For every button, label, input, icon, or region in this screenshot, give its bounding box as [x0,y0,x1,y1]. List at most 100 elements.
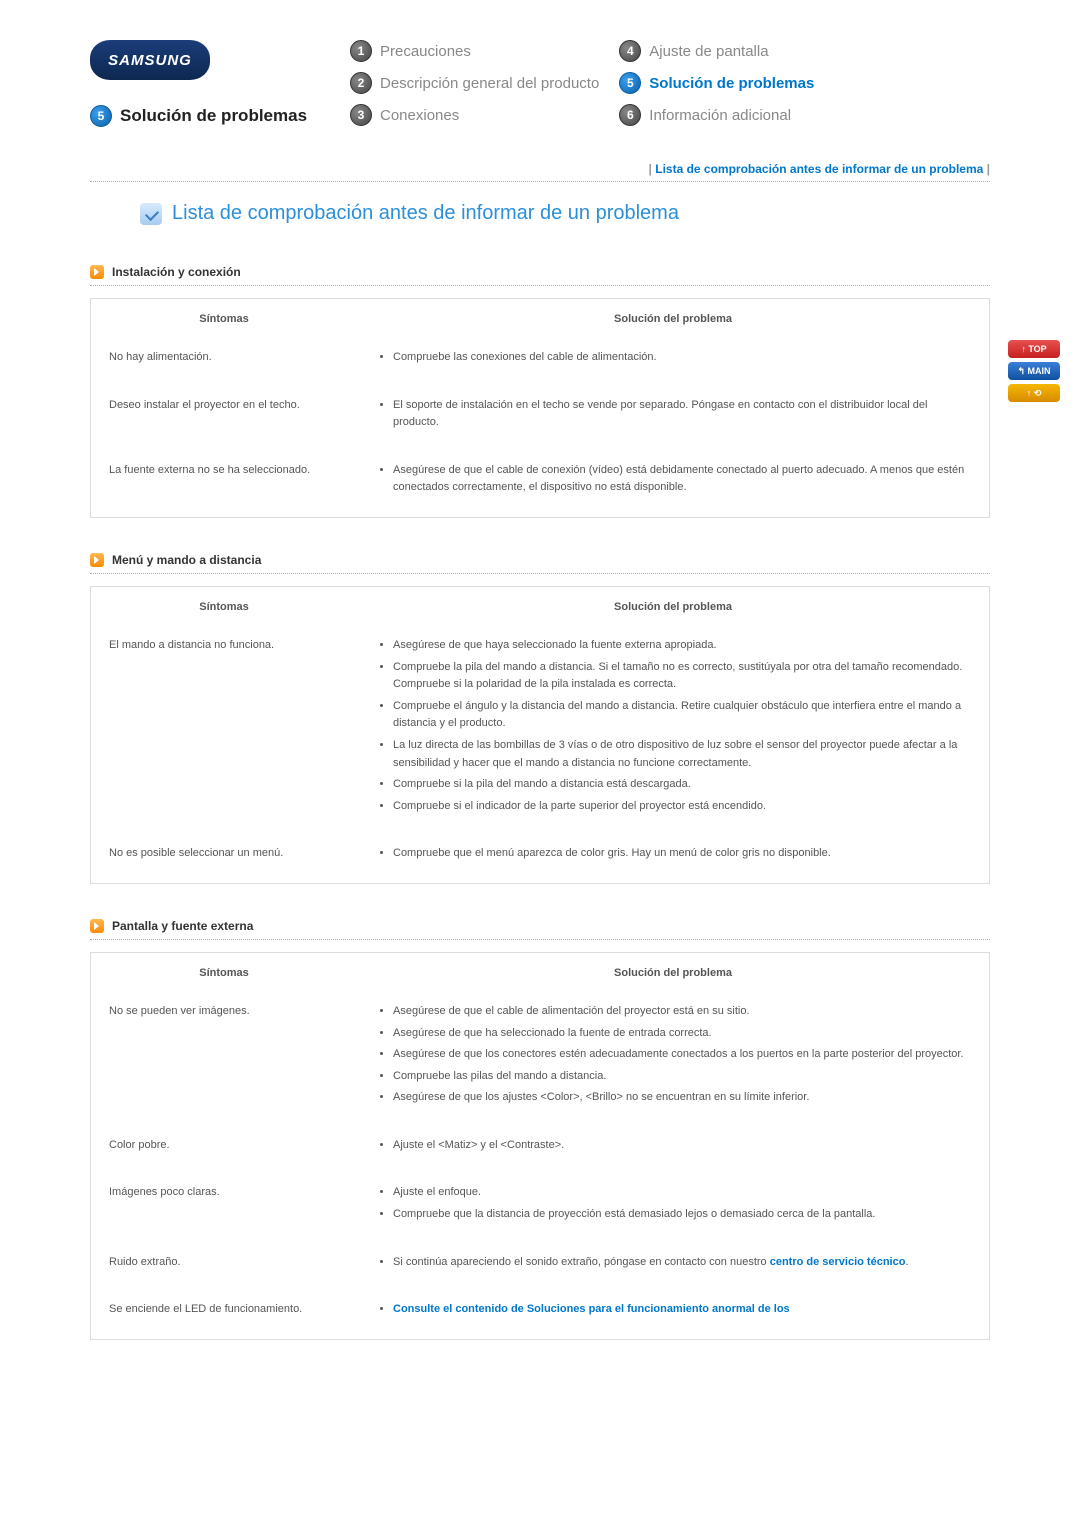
current-section-badge: 5 [90,105,112,127]
nav-badge: 6 [619,104,641,126]
table-row: Deseo instalar el proyector en el techo.… [91,387,990,452]
solution-cell: Compruebe las conexiones del cable de al… [357,339,990,387]
divider [90,181,990,182]
nav-label: Conexiones [380,107,459,124]
table-row: Ruido extraño. Si continúa apareciendo el… [91,1244,990,1292]
table-row: Color pobre. Ajuste el <Matiz> y el <Cont… [91,1127,990,1175]
solution-item: Asegúrese de que el cable de alimentació… [393,1003,971,1021]
solution-cell: Ajuste el <Matiz> y el <Contraste>. [357,1127,990,1175]
solution-item: Si continúa apareciendo el sonido extrañ… [393,1254,971,1272]
symptom-cell: Color pobre. [91,1127,358,1175]
symptom-cell: Deseo instalar el proyector en el techo. [91,387,358,452]
section-title: Menú y mando a distancia [112,553,261,567]
samsung-logo: SAMSUNG [90,40,210,80]
nav-item-4[interactable]: 4 Ajuste de pantalla [619,40,814,62]
nav-badge: 1 [350,40,372,62]
section-title: Instalación y conexión [112,265,241,279]
solution-item: Compruebe las conexiones del cable de al… [393,349,971,367]
nav-label: Precauciones [380,43,471,60]
solution-item: Compruebe si la pila del mando a distanc… [393,776,971,794]
col-solution: Solución del problema [357,952,990,993]
troubleshooting-table: SíntomasSolución del problemaNo hay alim… [90,298,990,518]
breadcrumb-link-row: | Lista de comprobación antes de informa… [90,162,990,176]
nav-item-5[interactable]: 5 Solución de problemas [619,72,814,94]
top-nav: 1 Precauciones 2Descripción general del pr… [350,40,990,126]
solution-cell: Si continúa apareciendo el sonido extrañ… [357,1244,990,1292]
solution-item: El soporte de instalación en el techo se… [393,397,971,432]
section-heading: Pantalla y fuente externa [90,919,990,933]
divider [90,939,990,940]
page-title: Lista de comprobación antes de informar … [172,202,679,225]
nav-badge: 5 [619,72,641,94]
table-row: No se pueden ver imágenes. Asegúrese de q… [91,993,990,1127]
checklist-icon [140,203,162,225]
solution-doc-link[interactable]: Consulte el contenido de Soluciones para… [393,1303,790,1315]
table-row: La fuente externa no se ha seleccionado.… [91,452,990,518]
solution-item: Asegúrese de que haya seleccionado la fu… [393,637,971,655]
table-row: No es posible seleccionar un menú. Compru… [91,835,990,883]
nav-item-3[interactable]: 3 Conexiones [350,104,599,126]
troubleshooting-table: SíntomasSolución del problemaEl mando a … [90,586,990,884]
solution-cell: El soporte de instalación en el techo se… [357,387,990,452]
page-title-row: Lista de comprobación antes de informar … [140,202,990,225]
checklist-anchor-link[interactable]: Lista de comprobación antes de informar … [655,162,983,176]
symptom-cell: No se pueden ver imágenes. [91,993,358,1127]
table-row: Se enciende el LED de funcionamiento. Con… [91,1291,990,1339]
divider [90,573,990,574]
current-section-label: Solución de problemas [120,106,307,126]
symptom-cell: No hay alimentación. [91,339,358,387]
solution-item: Compruebe si el indicador de la parte su… [393,798,971,816]
troubleshooting-table: SíntomasSolución del problemaNo se puede… [90,952,990,1340]
arrow-bullet-icon [90,919,104,933]
table-row: El mando a distancia no funciona. Asegúre… [91,627,990,835]
section-title: Pantalla y fuente externa [112,919,253,933]
table-row: Imágenes poco claras.Ajuste el enfoque.C… [91,1174,990,1243]
symptom-cell: Ruido extraño. [91,1244,358,1292]
table-row: No hay alimentación. Compruebe las conexi… [91,339,990,387]
section-heading: Instalación y conexión [90,265,990,279]
solution-item: Ajuste el <Matiz> y el <Contraste>. [393,1137,971,1155]
nav-item-2[interactable]: 2Descripción general del producto [350,72,599,94]
solution-item: Compruebe que la distancia de proyección… [393,1206,971,1224]
side-back-button[interactable]: ↑ ⟲ [1008,384,1060,402]
nav-label: Ajuste de pantalla [649,43,768,60]
symptom-cell: El mando a distancia no funciona. [91,627,358,835]
symptom-cell: No es posible seleccionar un menú. [91,835,358,883]
solution-item: Asegúrese de que ha seleccionado la fuen… [393,1025,971,1043]
solution-item: Compruebe que el menú aparezca de color … [393,845,971,863]
col-symptoms: Síntomas [91,586,358,627]
side-top-button[interactable]: ↑ TOP [1008,340,1060,358]
current-section: 5 Solución de problemas [90,105,350,127]
solution-cell: Asegúrese de que el cable de alimentació… [357,993,990,1127]
col-solution: Solución del problema [357,586,990,627]
symptom-cell: Imágenes poco claras. [91,1174,358,1243]
service-center-link[interactable]: centro de servicio técnico [770,1256,906,1268]
nav-badge: 3 [350,104,372,126]
nav-item-1[interactable]: 1 Precauciones [350,40,599,62]
solution-item: Consulte el contenido de Soluciones para… [393,1301,971,1319]
symptom-cell: Se enciende el LED de funcionamiento. [91,1291,358,1339]
solution-item: Asegúrese de que el cable de conexión (v… [393,462,971,497]
nav-label: Información adicional [649,107,791,124]
nav-label: Solución de problemas [649,75,814,92]
solution-item: Compruebe las pilas del mando a distanci… [393,1068,971,1086]
nav-label: Descripción general del producto [380,75,599,92]
divider [90,285,990,286]
section-heading: Menú y mando a distancia [90,553,990,567]
nav-item-6[interactable]: 6 Información adicional [619,104,814,126]
solution-cell: Consulte el contenido de Soluciones para… [357,1291,990,1339]
nav-badge: 4 [619,40,641,62]
side-nav: ↑ TOP ↰ MAIN ↑ ⟲ [1008,340,1060,402]
solution-cell: Asegúrese de que haya seleccionado la fu… [357,627,990,835]
solution-cell: Ajuste el enfoque.Compruebe que la dista… [357,1174,990,1243]
symptom-cell: La fuente externa no se ha seleccionado. [91,452,358,518]
arrow-bullet-icon [90,265,104,279]
solution-item: Asegúrese de que los conectores estén ad… [393,1046,971,1064]
col-solution: Solución del problema [357,299,990,340]
solution-cell: Compruebe que el menú aparezca de color … [357,835,990,883]
page-header: SAMSUNG 5 Solución de problemas 1 Precauc… [90,40,990,137]
side-main-button[interactable]: ↰ MAIN [1008,362,1060,380]
col-symptoms: Síntomas [91,952,358,993]
solution-item: Asegúrese de que los ajustes <Color>, <B… [393,1089,971,1107]
solution-item: La luz directa de las bombillas de 3 vía… [393,737,971,772]
